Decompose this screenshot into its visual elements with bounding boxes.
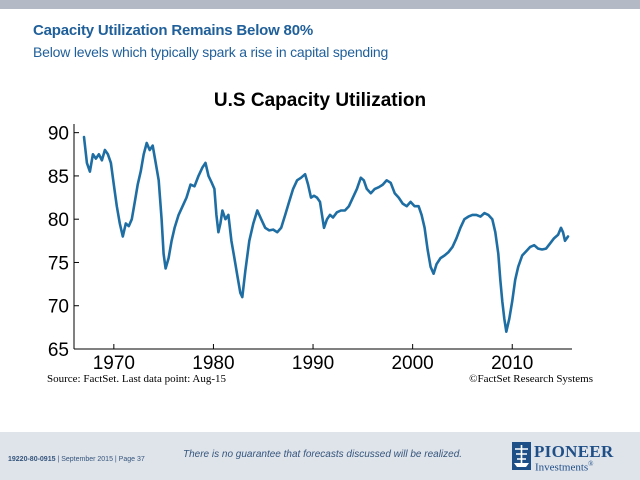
slide-subtitle: Below levels which typically spark a ris… xyxy=(33,44,389,60)
x-tick-label: 1980 xyxy=(192,353,234,374)
capacity-utilization-chart: 65 70 75 80 85 90 1970 1980 1990 2000 2010 xyxy=(48,124,572,374)
chart-title: U.S Capacity Utilization xyxy=(213,90,427,111)
y-tick-label: 65 xyxy=(48,340,69,361)
date-page: | September 2015 | Page 37 xyxy=(55,456,145,463)
top-band xyxy=(0,0,640,9)
slide-title: Capacity Utilization Remains Below 80% xyxy=(33,22,313,39)
y-tick-label: 80 xyxy=(48,210,69,231)
source-note: Source: FactSet. Last data point: Aug-15 xyxy=(47,373,227,385)
copyright-note: ©FactSet Research Systems xyxy=(469,373,593,385)
registered-mark: ® xyxy=(588,460,594,468)
brand-sub-text: Investments xyxy=(535,461,589,474)
footer-band xyxy=(0,432,640,480)
disclaimer: There is no guarantee that forecasts dis… xyxy=(183,449,463,460)
y-tick-label: 90 xyxy=(48,124,69,145)
x-tick-label: 1990 xyxy=(292,353,334,374)
ship-emblem-icon xyxy=(512,442,531,470)
y-tick-label: 70 xyxy=(48,297,69,318)
brand-sub: Investments® xyxy=(535,460,594,474)
brand-name: PIONEER xyxy=(534,442,614,461)
x-tick-label: 2010 xyxy=(491,353,533,374)
pioneer-logo: PIONEER Investments® xyxy=(512,442,632,474)
y-tick-label: 75 xyxy=(48,253,69,274)
document-code: 19220-80-0915 xyxy=(8,456,56,463)
capacity-utilization-line xyxy=(82,135,570,334)
x-tick-label: 2000 xyxy=(391,353,433,374)
x-tick-label: 1970 xyxy=(93,353,135,374)
y-tick-label: 85 xyxy=(48,167,69,188)
footer-reference: 19220-80-0915 | September 2015 | Page 37 xyxy=(8,456,145,463)
